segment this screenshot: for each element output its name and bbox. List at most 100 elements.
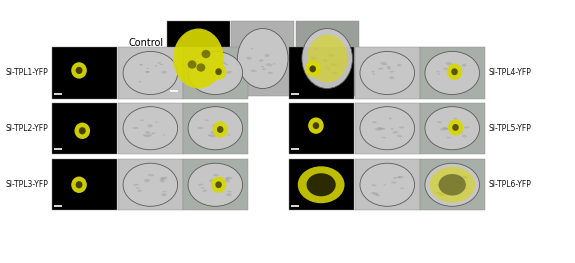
Ellipse shape (456, 181, 462, 184)
Ellipse shape (203, 81, 206, 83)
Ellipse shape (306, 173, 336, 196)
Ellipse shape (211, 71, 214, 73)
Ellipse shape (391, 128, 394, 130)
Ellipse shape (251, 70, 256, 72)
Ellipse shape (144, 179, 150, 182)
Ellipse shape (123, 107, 178, 150)
Ellipse shape (397, 176, 401, 178)
Ellipse shape (462, 176, 469, 178)
Ellipse shape (373, 192, 378, 195)
Ellipse shape (211, 63, 227, 80)
Bar (420, 103, 485, 154)
Ellipse shape (187, 60, 197, 69)
Ellipse shape (381, 128, 386, 130)
Bar (52, 103, 117, 154)
Ellipse shape (360, 52, 415, 94)
Text: Sl-TPL5-YFP: Sl-TPL5-YFP (488, 124, 531, 133)
Ellipse shape (425, 107, 480, 150)
Ellipse shape (225, 177, 232, 180)
Ellipse shape (162, 193, 167, 196)
Ellipse shape (436, 184, 442, 186)
Ellipse shape (205, 119, 209, 121)
Bar (420, 47, 485, 99)
Ellipse shape (211, 176, 227, 193)
Text: Sl-TPL3-YFP: Sl-TPL3-YFP (5, 180, 48, 189)
Ellipse shape (448, 119, 463, 136)
Bar (183, 47, 248, 99)
Ellipse shape (155, 122, 158, 123)
Ellipse shape (251, 48, 254, 49)
Ellipse shape (393, 131, 398, 134)
Ellipse shape (443, 68, 448, 70)
Ellipse shape (143, 135, 147, 136)
Ellipse shape (447, 64, 462, 80)
Ellipse shape (133, 184, 139, 186)
Ellipse shape (215, 181, 222, 188)
Ellipse shape (215, 68, 222, 75)
Bar (289, 47, 354, 99)
Bar (167, 21, 230, 96)
Ellipse shape (143, 134, 146, 136)
Ellipse shape (155, 65, 158, 67)
Ellipse shape (210, 71, 214, 73)
Ellipse shape (160, 178, 164, 180)
Ellipse shape (136, 187, 140, 189)
Ellipse shape (147, 124, 152, 127)
Bar (52, 47, 117, 99)
Ellipse shape (397, 64, 401, 65)
Ellipse shape (310, 57, 316, 60)
Ellipse shape (437, 121, 442, 123)
Ellipse shape (440, 128, 447, 131)
Ellipse shape (228, 134, 231, 136)
Ellipse shape (315, 70, 321, 72)
Ellipse shape (400, 187, 404, 189)
Text: Sl-TPL1-YFP: Sl-TPL1-YFP (6, 68, 48, 78)
Ellipse shape (381, 62, 387, 65)
Ellipse shape (237, 29, 288, 88)
Ellipse shape (313, 122, 319, 129)
Ellipse shape (465, 187, 469, 189)
Ellipse shape (160, 180, 165, 183)
Ellipse shape (452, 124, 459, 131)
Bar (355, 159, 420, 210)
Ellipse shape (210, 134, 217, 137)
Bar (355, 47, 420, 99)
Ellipse shape (145, 134, 152, 137)
Ellipse shape (438, 192, 443, 195)
Ellipse shape (430, 167, 475, 203)
Ellipse shape (227, 71, 232, 74)
Ellipse shape (71, 176, 87, 193)
Ellipse shape (393, 177, 397, 179)
Ellipse shape (389, 76, 394, 79)
Ellipse shape (435, 192, 440, 194)
Bar (118, 159, 183, 210)
Ellipse shape (440, 194, 445, 196)
Ellipse shape (138, 81, 141, 83)
Bar (231, 21, 294, 96)
Ellipse shape (360, 107, 415, 150)
Ellipse shape (148, 174, 154, 176)
Ellipse shape (259, 59, 263, 62)
Ellipse shape (442, 127, 448, 129)
Ellipse shape (163, 134, 166, 136)
Ellipse shape (375, 128, 382, 131)
Ellipse shape (390, 71, 394, 73)
Ellipse shape (399, 127, 404, 128)
Ellipse shape (372, 121, 377, 123)
Ellipse shape (462, 176, 466, 178)
Ellipse shape (75, 181, 82, 188)
Ellipse shape (446, 137, 451, 138)
Ellipse shape (227, 191, 232, 192)
Ellipse shape (227, 193, 232, 196)
Ellipse shape (454, 118, 457, 119)
Ellipse shape (201, 187, 205, 189)
Ellipse shape (329, 54, 334, 57)
Bar (420, 159, 485, 210)
Ellipse shape (373, 73, 375, 75)
Ellipse shape (273, 63, 275, 65)
Ellipse shape (262, 68, 266, 70)
Ellipse shape (140, 119, 144, 121)
Ellipse shape (79, 127, 86, 134)
Ellipse shape (123, 163, 178, 206)
Ellipse shape (397, 135, 402, 137)
